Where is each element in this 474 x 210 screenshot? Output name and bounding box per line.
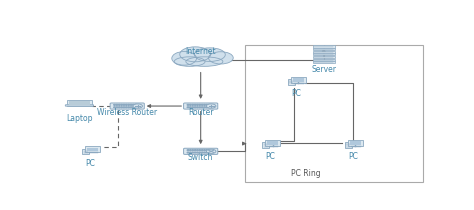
Text: PC Ring: PC Ring	[291, 169, 320, 178]
Circle shape	[135, 107, 137, 108]
FancyBboxPatch shape	[313, 56, 335, 58]
FancyBboxPatch shape	[82, 148, 89, 154]
FancyBboxPatch shape	[313, 59, 335, 61]
Circle shape	[133, 107, 134, 108]
FancyBboxPatch shape	[183, 103, 218, 109]
Ellipse shape	[194, 48, 225, 61]
Circle shape	[197, 107, 198, 108]
Circle shape	[199, 152, 201, 153]
Circle shape	[114, 107, 115, 108]
Text: Server: Server	[311, 65, 336, 74]
Circle shape	[187, 107, 189, 108]
Circle shape	[204, 152, 205, 153]
FancyBboxPatch shape	[291, 77, 306, 83]
Circle shape	[118, 107, 120, 108]
FancyBboxPatch shape	[179, 58, 223, 63]
FancyBboxPatch shape	[313, 61, 335, 63]
Ellipse shape	[172, 52, 197, 65]
Circle shape	[121, 107, 122, 108]
Circle shape	[194, 107, 196, 108]
Text: Router: Router	[188, 108, 213, 117]
Circle shape	[194, 152, 196, 153]
Circle shape	[206, 150, 208, 151]
FancyBboxPatch shape	[313, 48, 335, 50]
Ellipse shape	[209, 52, 233, 64]
FancyBboxPatch shape	[87, 147, 98, 151]
Circle shape	[190, 150, 191, 151]
Ellipse shape	[186, 57, 223, 66]
FancyBboxPatch shape	[65, 105, 93, 106]
Bar	[245, 45, 423, 182]
Circle shape	[187, 150, 189, 151]
Circle shape	[190, 107, 191, 108]
FancyBboxPatch shape	[293, 78, 304, 81]
Circle shape	[130, 107, 132, 108]
Text: Internet: Internet	[185, 47, 216, 56]
FancyBboxPatch shape	[313, 53, 335, 55]
FancyBboxPatch shape	[348, 140, 363, 146]
Circle shape	[194, 150, 196, 151]
FancyBboxPatch shape	[183, 148, 218, 154]
Circle shape	[209, 107, 210, 108]
FancyBboxPatch shape	[85, 146, 100, 152]
Circle shape	[206, 107, 208, 108]
Circle shape	[197, 152, 198, 153]
FancyBboxPatch shape	[350, 141, 361, 145]
Circle shape	[116, 107, 118, 108]
FancyBboxPatch shape	[67, 100, 92, 106]
Ellipse shape	[174, 57, 205, 66]
Circle shape	[201, 152, 203, 153]
Circle shape	[192, 107, 193, 108]
Circle shape	[206, 104, 216, 108]
FancyBboxPatch shape	[262, 142, 269, 148]
Circle shape	[126, 107, 127, 108]
Ellipse shape	[180, 47, 210, 62]
Text: Laptop: Laptop	[66, 114, 93, 123]
Text: PC: PC	[265, 152, 275, 161]
Text: PC: PC	[291, 89, 301, 98]
Text: Switch: Switch	[188, 153, 213, 162]
Circle shape	[206, 149, 216, 154]
FancyBboxPatch shape	[313, 51, 335, 53]
Circle shape	[204, 150, 205, 151]
Circle shape	[133, 104, 143, 108]
FancyBboxPatch shape	[69, 101, 90, 105]
FancyBboxPatch shape	[265, 140, 281, 146]
FancyBboxPatch shape	[267, 141, 278, 145]
Circle shape	[192, 150, 193, 151]
Circle shape	[199, 150, 201, 151]
FancyBboxPatch shape	[345, 142, 352, 148]
Circle shape	[201, 150, 203, 151]
Circle shape	[204, 107, 205, 108]
Circle shape	[128, 107, 129, 108]
Circle shape	[199, 107, 201, 108]
Ellipse shape	[181, 54, 221, 62]
Circle shape	[206, 152, 208, 153]
Circle shape	[209, 152, 210, 153]
Circle shape	[209, 150, 210, 151]
Text: Wireless Router: Wireless Router	[97, 108, 157, 117]
FancyBboxPatch shape	[313, 45, 335, 47]
Circle shape	[187, 152, 189, 153]
Circle shape	[192, 152, 193, 153]
Circle shape	[190, 152, 191, 153]
FancyBboxPatch shape	[288, 79, 295, 85]
Circle shape	[197, 150, 198, 151]
FancyBboxPatch shape	[110, 103, 144, 109]
Circle shape	[201, 107, 203, 108]
Text: PC: PC	[85, 159, 95, 168]
Circle shape	[123, 107, 125, 108]
Text: PC: PC	[348, 152, 358, 161]
